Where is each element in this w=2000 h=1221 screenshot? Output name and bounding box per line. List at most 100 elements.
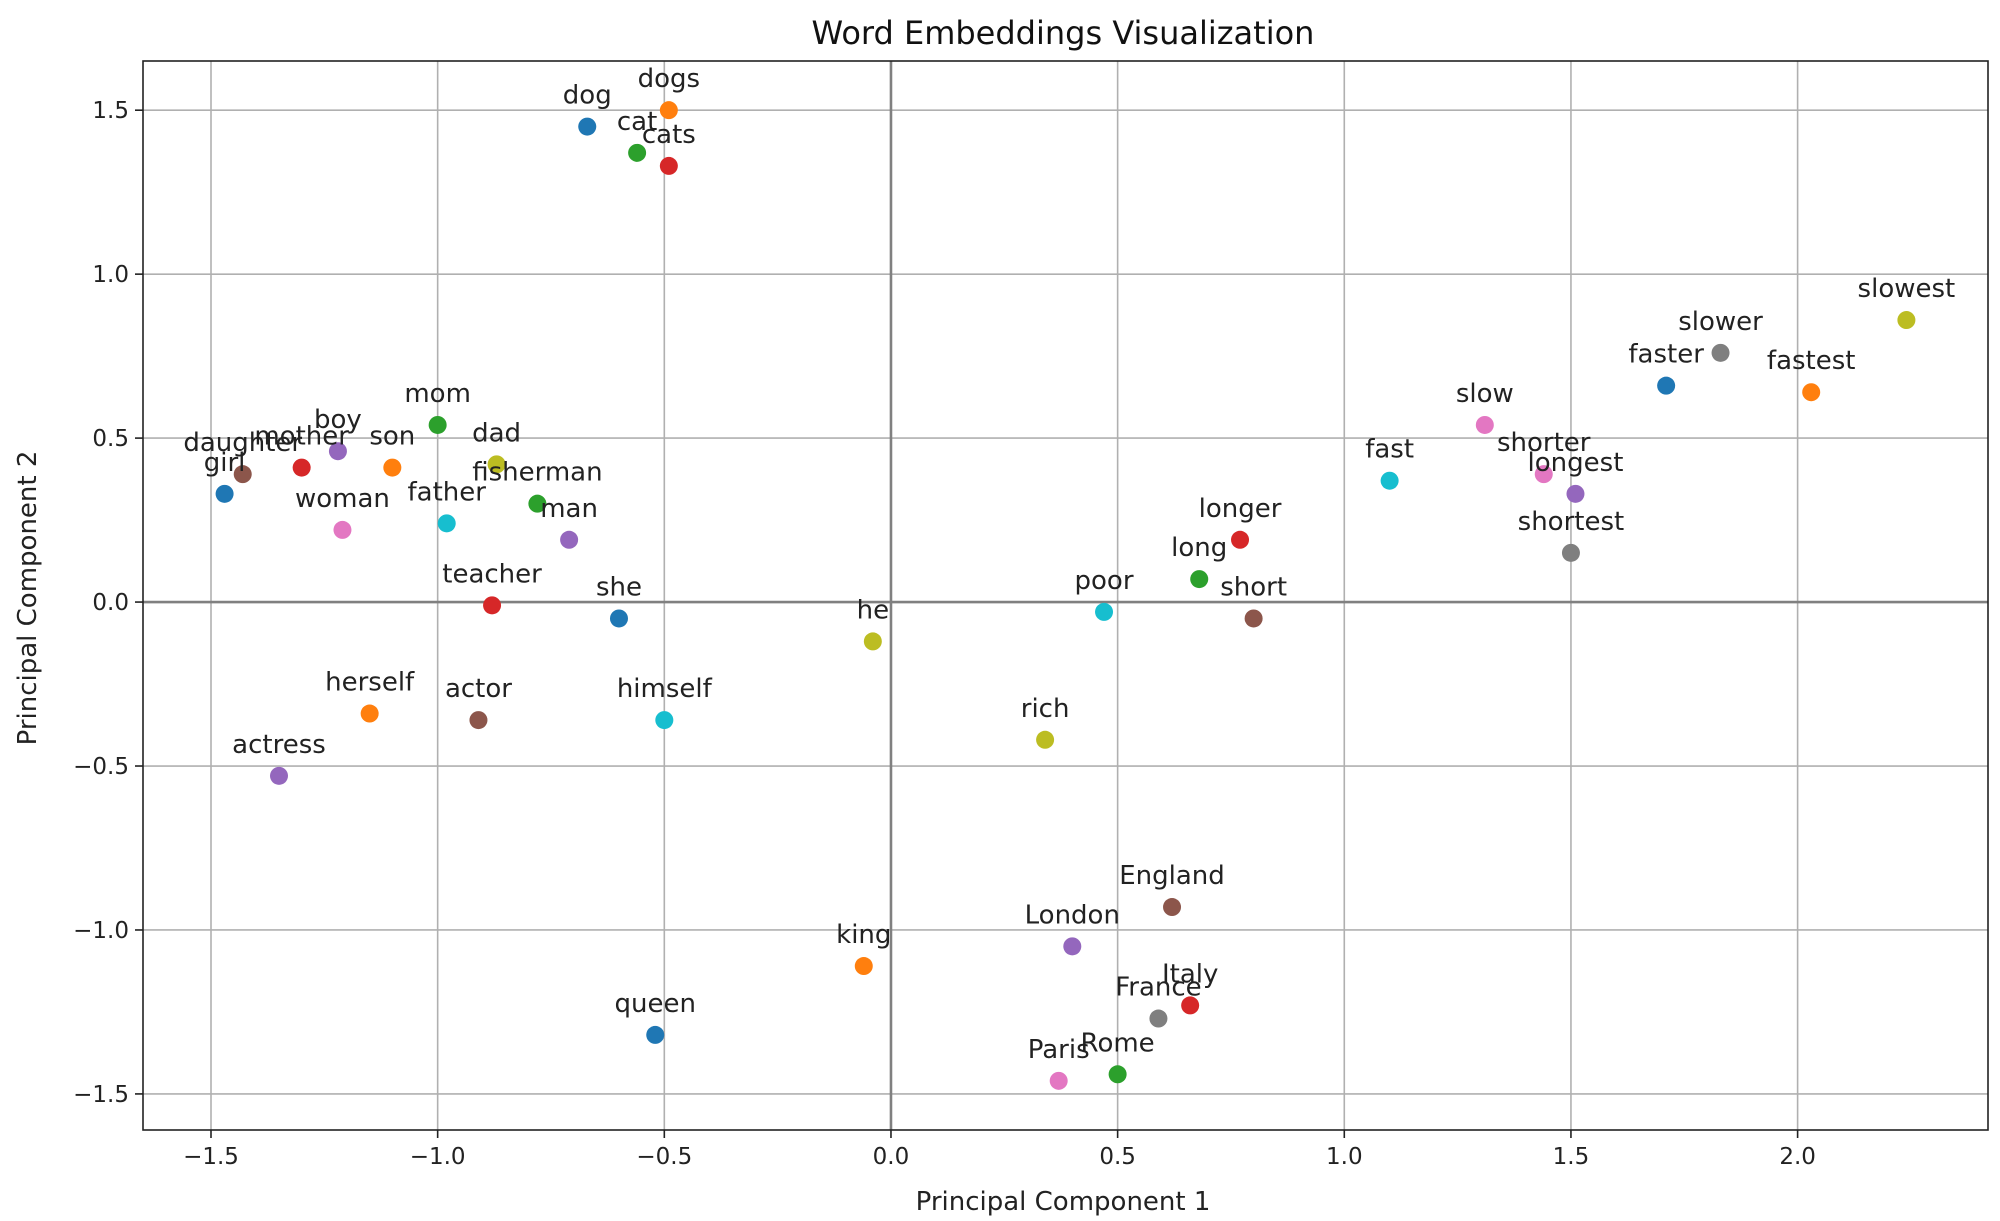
y-tick-label: 1.5: [92, 98, 129, 124]
scatter-point: [1181, 996, 1200, 1015]
x-tick-label: 0.0: [873, 1144, 910, 1170]
x-tick-label: 0.5: [1099, 1144, 1136, 1170]
scatter-point: [655, 711, 674, 730]
scatter-point: [609, 609, 628, 628]
scatter-point: [437, 514, 456, 533]
point-label: faster: [1628, 340, 1704, 370]
point-label: Rome: [1081, 1028, 1155, 1058]
point-label: poor: [1075, 566, 1134, 596]
point-label: shorter: [1497, 428, 1591, 458]
point-label: London: [1025, 900, 1120, 930]
y-tick-label: 0.0: [92, 590, 129, 616]
y-tick-label: −0.5: [73, 754, 129, 780]
y-axis-label: Principal Component 2: [13, 451, 43, 746]
x-tick-label: −0.5: [636, 1144, 692, 1170]
point-label: cats: [642, 120, 696, 150]
point-label: man: [540, 494, 598, 524]
scatter-point: [863, 632, 882, 651]
scatter-point: [560, 530, 579, 549]
scatter-point: [659, 101, 678, 120]
point-label: she: [596, 572, 642, 602]
scatter-point: [1036, 730, 1055, 749]
scatter-point: [233, 465, 252, 484]
point-label: king: [836, 920, 891, 950]
point-label: slow: [1456, 379, 1514, 409]
x-tick-label: 1.5: [1553, 1144, 1590, 1170]
scatter-point: [528, 494, 547, 513]
scatter-point: [333, 520, 352, 539]
point-label: slower: [1678, 307, 1763, 337]
scatter-point: [360, 704, 379, 723]
scatter-point: [1149, 1009, 1168, 1028]
y-tick-label: 1.0: [92, 262, 129, 288]
point-label: queen: [615, 989, 696, 1019]
point-label: rich: [1021, 694, 1070, 724]
scatter-point: [487, 455, 506, 474]
point-label: fastest: [1767, 346, 1856, 376]
scatter-point: [292, 458, 311, 477]
scatter-point: [854, 957, 873, 976]
scatter-point: [328, 442, 347, 461]
point-label: dog: [563, 81, 612, 111]
scatter-point: [269, 766, 288, 785]
scatter-point: [215, 484, 234, 503]
scatter-point: [1380, 471, 1399, 490]
scatter-point: [383, 458, 402, 477]
scatter-point: [1163, 898, 1182, 917]
zero-lines: [143, 61, 1988, 1130]
scatter-point: [659, 156, 678, 175]
point-label: Italy: [1162, 959, 1218, 989]
x-tick-label: 2.0: [1779, 1144, 1816, 1170]
scatter-point: [1802, 383, 1821, 402]
point-label: son: [369, 422, 415, 452]
scatter-point: [1108, 1065, 1127, 1084]
point-label: France: [1115, 973, 1201, 1003]
scatter-point: [469, 711, 488, 730]
x-axis-label: Principal Component 1: [916, 1187, 1211, 1217]
point-label: actor: [445, 674, 512, 704]
scatter-point: [628, 143, 647, 162]
point-label: mom: [404, 379, 471, 409]
scatter-point: [578, 117, 597, 136]
scatter-point: [1190, 570, 1209, 589]
point-label: fisherman: [472, 458, 602, 488]
axes: −1.5 −1.0 −0.5 0.0 0.5 1.0 1.5 2.0 −1.5 −1.0 −0.5 0…: [73, 60, 1989, 1170]
scatter-point: [1561, 543, 1580, 562]
point-label: boy: [314, 405, 362, 435]
point-label: longer: [1199, 494, 1282, 524]
point-label: Paris: [1028, 1035, 1090, 1065]
point-label: dad: [472, 418, 521, 448]
scatter-point: [1049, 1071, 1068, 1090]
point-label: mother: [254, 422, 349, 452]
scatter-point: [1534, 465, 1553, 484]
point-label: girl: [204, 448, 246, 478]
point-label: shortest: [1518, 507, 1625, 537]
scatter-point: [1231, 530, 1250, 549]
point-label: woman: [295, 484, 390, 514]
scatter-point: [483, 596, 502, 615]
scatter-point: [1657, 376, 1676, 395]
y-tick-label: 0.5: [92, 426, 129, 452]
scatter-point: [1711, 343, 1730, 362]
x-tick-label: −1.0: [410, 1144, 466, 1170]
scatter-point: [1475, 415, 1494, 434]
scatter-point: [1095, 602, 1114, 621]
scatter-point: [1897, 311, 1916, 330]
point-label: herself: [325, 668, 415, 698]
scatter-point: [1244, 609, 1263, 628]
point-label: actress: [232, 730, 326, 760]
scatter-point: [428, 415, 447, 434]
point-label: longest: [1528, 448, 1624, 478]
point-label: teacher: [442, 559, 542, 589]
point-label: long: [1171, 533, 1227, 563]
point-label: short: [1220, 572, 1287, 602]
point-label: fast: [1365, 435, 1414, 465]
x-tick-label: −1.5: [183, 1144, 239, 1170]
x-tick-label: 1.0: [1326, 1144, 1363, 1170]
points: [215, 101, 1916, 1090]
grid: [143, 61, 1988, 1130]
point-label: England: [1119, 861, 1225, 891]
